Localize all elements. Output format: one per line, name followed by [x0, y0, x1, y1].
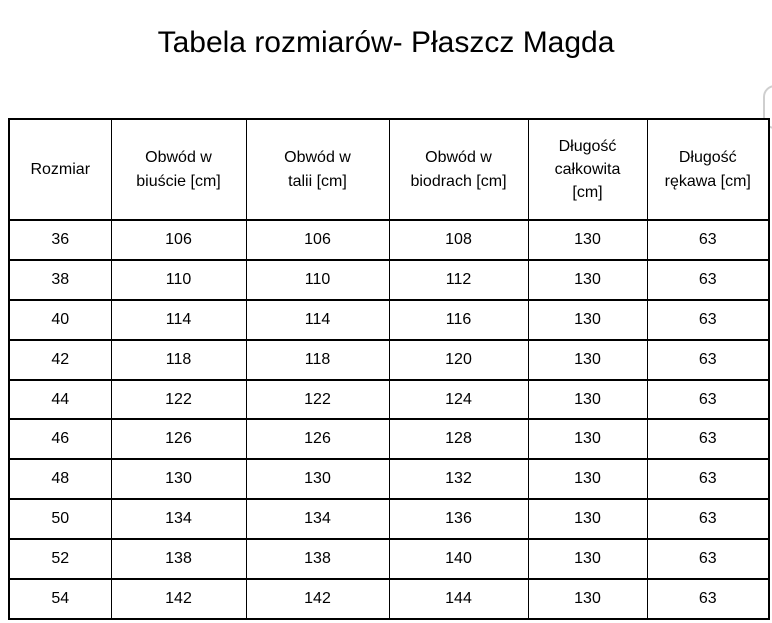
- table-cell: 63: [646, 538, 770, 581]
- table-cell: 42: [8, 338, 112, 381]
- table-cell: 134: [245, 498, 390, 541]
- table-cell: 144: [388, 578, 529, 620]
- table-cell: 118: [110, 338, 247, 381]
- table-cell: 63: [646, 219, 770, 261]
- table-cell: 63: [646, 578, 770, 620]
- table-cell: 134: [110, 498, 247, 541]
- table-cell: 130: [527, 258, 648, 301]
- table-cell: 130: [527, 578, 648, 620]
- table-cell: 63: [646, 338, 770, 381]
- table-row: 52 138 138 140 130 63: [8, 538, 770, 581]
- table-cell: 132: [388, 458, 529, 501]
- table-cell: 130: [527, 219, 648, 261]
- table-row: 38 110 110 112 130 63: [8, 258, 770, 301]
- table-cell: 63: [646, 418, 770, 461]
- column-header: Obwód w biuście [cm]: [110, 118, 247, 221]
- table-row: 50 134 134 136 130 63: [8, 498, 770, 541]
- table-head: Rozmiar Obwód w biuście [cm] Obwód w talii…: [8, 118, 770, 221]
- table-cell: 130: [245, 458, 390, 501]
- table-cell: 130: [527, 458, 648, 501]
- column-header: Obwód w talii [cm]: [245, 118, 390, 221]
- table-cell: 130: [527, 378, 648, 421]
- table-row: 44 122 122 124 130 63: [8, 378, 770, 421]
- size-table: Rozmiar Obwód w biuście [cm] Obwód w talii…: [8, 118, 770, 620]
- table-cell: 52: [8, 538, 112, 581]
- table-cell: 142: [245, 578, 390, 620]
- table-cell: 110: [245, 258, 390, 301]
- table-cell: 130: [527, 538, 648, 581]
- table-cell: 136: [388, 498, 529, 541]
- page-title: Tabela rozmiarów- Płaszcz Magda: [157, 26, 615, 59]
- table-cell: 106: [110, 219, 247, 261]
- column-header: Długość rękawa [cm]: [646, 118, 770, 221]
- table-cell: 118: [245, 338, 390, 381]
- table-cell: 46: [8, 418, 112, 461]
- table-cell: 122: [110, 378, 247, 421]
- table-cell: 106: [245, 219, 390, 261]
- table-cell: 63: [646, 378, 770, 421]
- table-cell: 138: [110, 538, 247, 581]
- table-cell: 126: [245, 418, 390, 461]
- table-cell: 140: [388, 538, 529, 581]
- table-row: 42 118 118 120 130 63: [8, 338, 770, 381]
- column-header: Obwód w biodrach [cm]: [388, 118, 529, 221]
- table-cell: 40: [8, 298, 112, 341]
- table-body: 36 106 106 108 130 63 38 110 110 112 130 63 40 114 114…: [8, 219, 770, 620]
- table-cell: 124: [388, 378, 529, 421]
- table-cell: 63: [646, 298, 770, 341]
- table-cell: 138: [245, 538, 390, 581]
- table-row: 40 114 114 116 130 63: [8, 298, 770, 341]
- table-cell: 114: [245, 298, 390, 341]
- table-cell: 130: [527, 418, 648, 461]
- table-cell: 112: [388, 258, 529, 301]
- table-cell: 63: [646, 258, 770, 301]
- column-header: Długość całkowita [cm]: [527, 118, 648, 221]
- table-cell: 36: [8, 219, 112, 261]
- table-cell: 54: [8, 578, 112, 620]
- table-cell: 63: [646, 458, 770, 501]
- table-cell: 126: [110, 418, 247, 461]
- table-row: 54 142 142 144 130 63: [8, 578, 770, 620]
- table-cell: 122: [245, 378, 390, 421]
- table-cell: 116: [388, 298, 529, 341]
- table-cell: 114: [110, 298, 247, 341]
- table-cell: 120: [388, 338, 529, 381]
- table-cell: 63: [646, 498, 770, 541]
- table-cell: 130: [527, 498, 648, 541]
- table-row: 48 130 130 132 130 63: [8, 458, 770, 501]
- table-cell: 44: [8, 378, 112, 421]
- column-header: Rozmiar: [8, 118, 112, 221]
- table-cell: 142: [110, 578, 247, 620]
- table-cell: 108: [388, 219, 529, 261]
- table-cell: 38: [8, 258, 112, 301]
- table-cell: 110: [110, 258, 247, 301]
- table-row: 46 126 126 128 130 63: [8, 418, 770, 461]
- table-cell: 48: [8, 458, 112, 501]
- table-cell: 128: [388, 418, 529, 461]
- table-cell: 130: [527, 298, 648, 341]
- table-cell: 130: [110, 458, 247, 501]
- table-header-row: Rozmiar Obwód w biuście [cm] Obwód w talii…: [8, 118, 770, 221]
- table-cell: 50: [8, 498, 112, 541]
- table-cell: 130: [527, 338, 648, 381]
- table-row: 36 106 106 108 130 63: [8, 219, 770, 261]
